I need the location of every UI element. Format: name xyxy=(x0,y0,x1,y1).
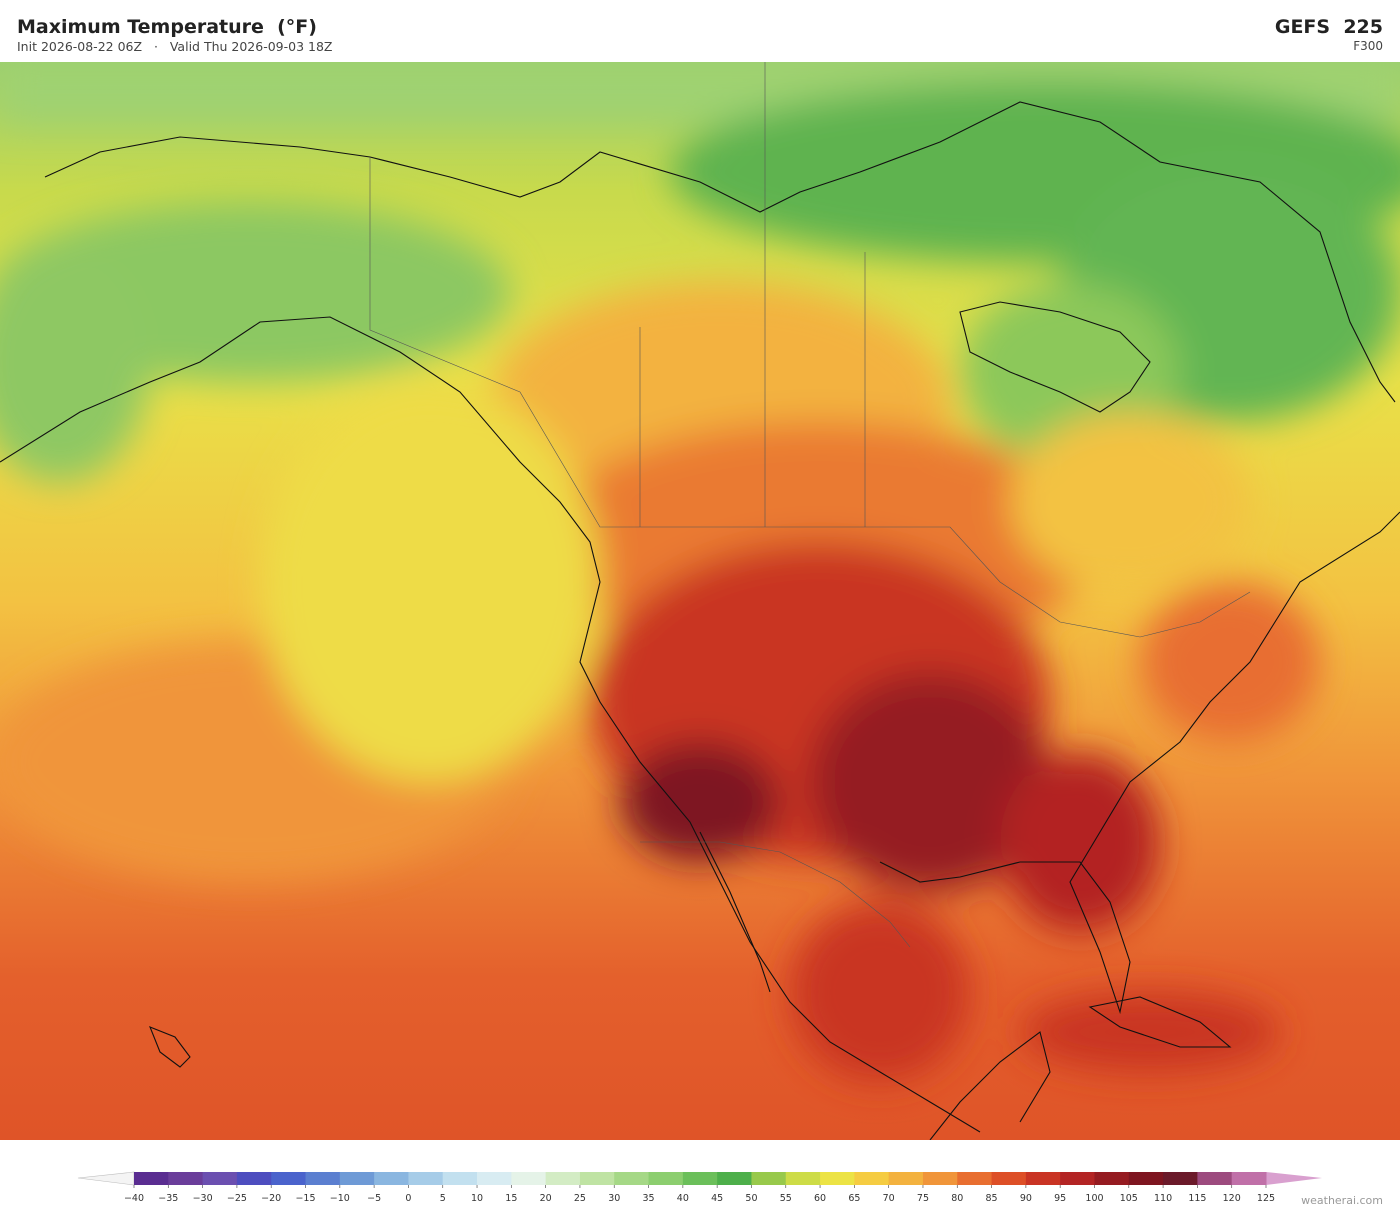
tick-label: −40 xyxy=(124,1193,144,1204)
tick-label: 125 xyxy=(1257,1193,1275,1204)
tick-label: −5 xyxy=(367,1193,381,1204)
color-bin xyxy=(717,1172,752,1185)
color-bin xyxy=(648,1172,684,1185)
tick-label: 20 xyxy=(540,1193,552,1204)
tick-label: 35 xyxy=(642,1193,654,1204)
tick-label: 105 xyxy=(1120,1193,1138,1204)
color-bin xyxy=(922,1172,958,1185)
color-bin xyxy=(682,1172,718,1185)
color-bin xyxy=(271,1172,307,1185)
color-bin xyxy=(442,1172,478,1185)
color-bin xyxy=(957,1172,993,1185)
color-bin xyxy=(408,1172,444,1185)
tick-label: 95 xyxy=(1054,1193,1066,1204)
color-bin xyxy=(1128,1172,1164,1185)
color-bin xyxy=(374,1172,409,1185)
color-bin xyxy=(1094,1172,1130,1185)
tick-label: 110 xyxy=(1154,1193,1172,1204)
color-bin xyxy=(991,1172,1027,1185)
color-bin xyxy=(579,1172,615,1185)
tick-label: 40 xyxy=(677,1193,689,1204)
coastline xyxy=(0,101,1400,1140)
color-bin xyxy=(820,1172,855,1185)
tick-label: 60 xyxy=(814,1193,826,1204)
color-bin xyxy=(134,1172,169,1185)
borders xyxy=(369,62,1251,948)
color-bin xyxy=(168,1172,204,1185)
tick-label: 10 xyxy=(471,1193,483,1204)
color-bin xyxy=(614,1172,650,1185)
color-bin xyxy=(785,1172,821,1185)
tick-label: 65 xyxy=(848,1193,860,1204)
color-bin xyxy=(511,1172,547,1185)
colorbar-extend-high xyxy=(1266,1172,1322,1185)
tick-label: 120 xyxy=(1223,1193,1241,1204)
tick-label: −25 xyxy=(227,1193,247,1204)
watermark: weatherai.com xyxy=(1301,1194,1383,1207)
tick-label: 115 xyxy=(1188,1193,1206,1204)
color-bin xyxy=(854,1172,890,1185)
color-bin xyxy=(477,1172,512,1185)
model-name: GEFS 225 xyxy=(1274,16,1383,38)
tick-label: 90 xyxy=(1020,1193,1032,1204)
color-bin xyxy=(1231,1172,1267,1185)
tick-label: −15 xyxy=(295,1193,315,1204)
colorbar: −40 −35 −30 −25 −20 −15 −10 −5 0 5 10 15 20 25 30 35 40 4… xyxy=(77,1171,1322,1204)
color-bin xyxy=(1025,1172,1061,1185)
tick-label: −35 xyxy=(158,1193,178,1204)
color-bin xyxy=(202,1172,238,1185)
colorbar-extend-low xyxy=(77,1171,135,1186)
tick-label: 85 xyxy=(986,1193,998,1204)
tick-label: 50 xyxy=(745,1193,757,1204)
tick-label: −30 xyxy=(193,1193,213,1204)
color-bin xyxy=(1060,1172,1095,1185)
tick-label: 15 xyxy=(505,1193,517,1204)
tick-label: −20 xyxy=(261,1193,281,1204)
color-bin xyxy=(545,1172,581,1185)
tick-label: 80 xyxy=(951,1193,963,1204)
color-bin xyxy=(888,1172,924,1185)
tick-label: 5 xyxy=(440,1193,446,1204)
temperature-map xyxy=(0,62,1400,1140)
color-bin xyxy=(1197,1172,1233,1185)
tick-label: 45 xyxy=(711,1193,723,1204)
color-bin xyxy=(1163,1172,1198,1185)
tick-label: 70 xyxy=(883,1193,895,1204)
map-title: Maximum Temperature (°F) xyxy=(17,16,317,38)
tick-label: 100 xyxy=(1085,1193,1103,1204)
tick-label: −10 xyxy=(330,1193,350,1204)
color-bin xyxy=(305,1172,341,1185)
tick-label: 75 xyxy=(917,1193,929,1204)
forecast-hour: F300 xyxy=(1353,39,1383,53)
color-bin xyxy=(751,1172,787,1185)
run-info: Init 2026-08-22 06Z · Valid Thu 2026-09-… xyxy=(17,39,333,54)
color-bin xyxy=(339,1172,375,1185)
color-bin xyxy=(236,1172,272,1185)
tick-label: 0 xyxy=(405,1193,411,1204)
tick-label: 55 xyxy=(780,1193,792,1204)
tick-label: 30 xyxy=(608,1193,620,1204)
tick-label: 25 xyxy=(574,1193,586,1204)
